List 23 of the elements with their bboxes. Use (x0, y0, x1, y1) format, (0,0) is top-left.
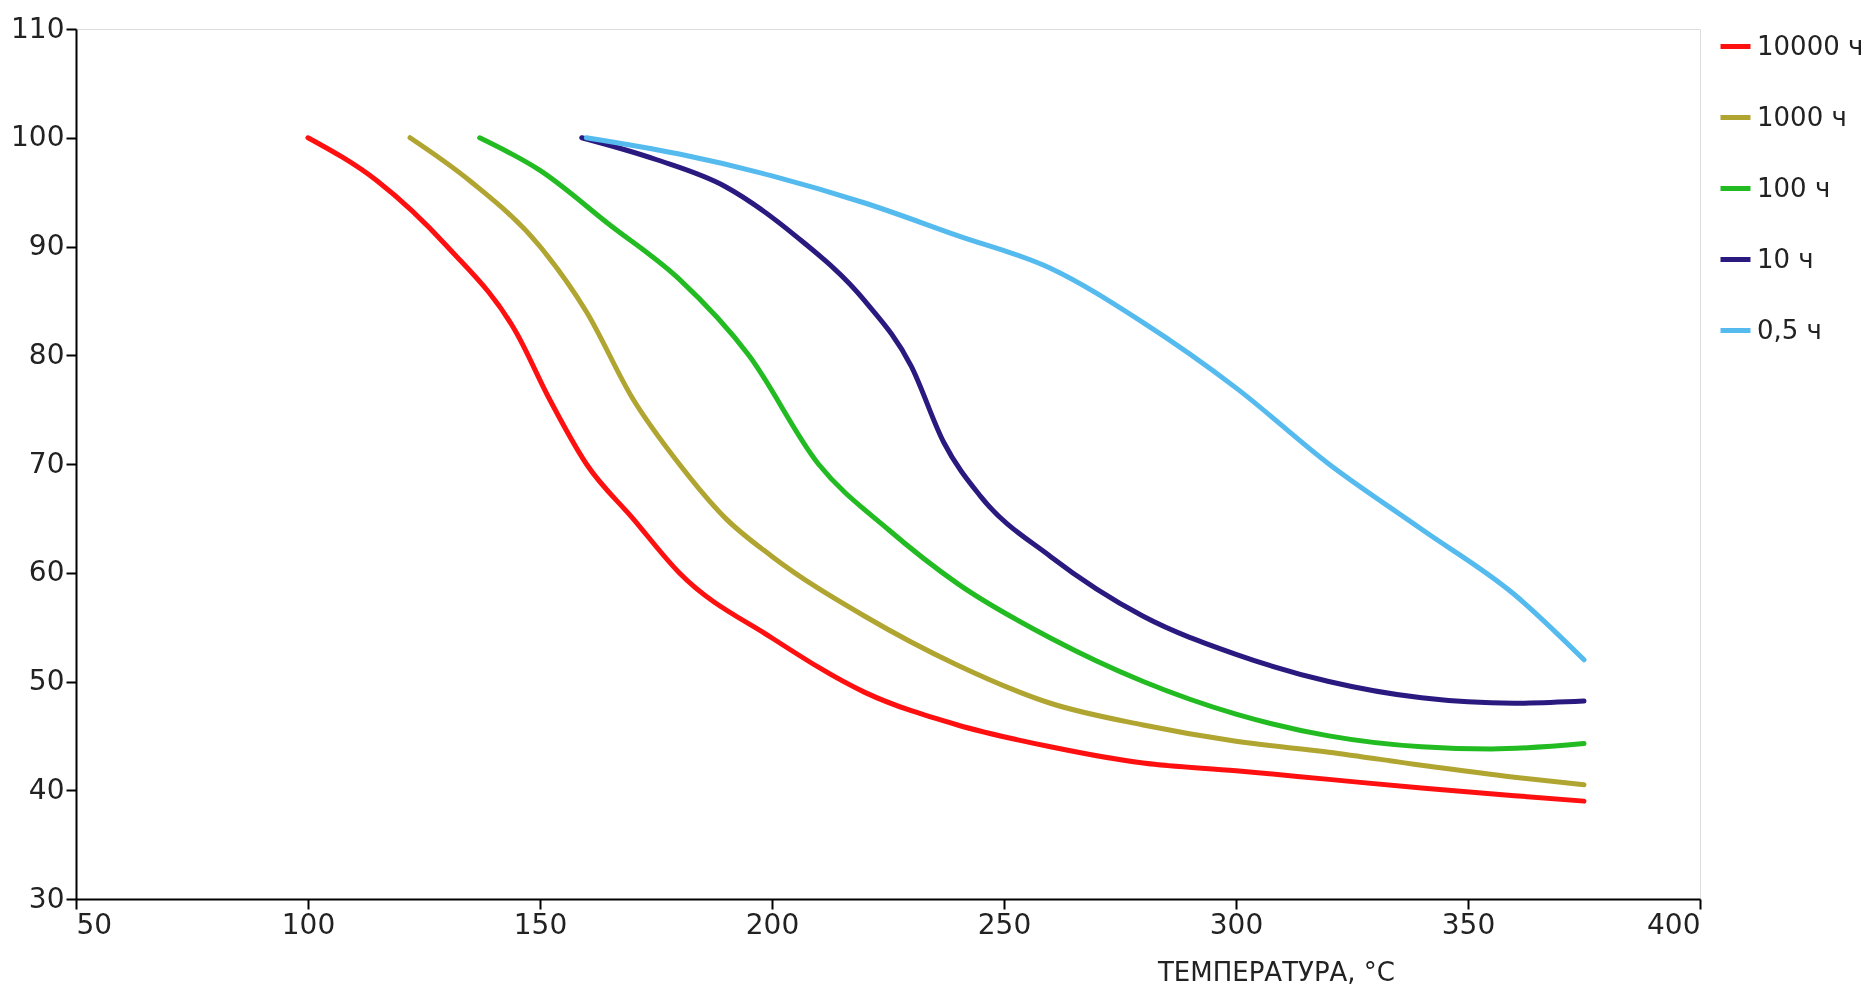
y-tick-label: 30 (28, 881, 65, 915)
x-tick-label: 100 (281, 907, 336, 941)
y-tick-label: 70 (28, 446, 65, 480)
x-tick-label: 400 (1647, 907, 1701, 941)
y-tick-label: 100 (11, 120, 65, 154)
y-tick-label: 80 (28, 337, 65, 371)
x-tick-label: 300 (1209, 907, 1264, 941)
y-tick-label: 50 (28, 664, 65, 697)
x-tick-label: 200 (745, 907, 800, 941)
y-tick-label: 90 (28, 229, 65, 262)
legend-label: 100 ч (1757, 172, 1831, 203)
x-tick-label: 150 (513, 907, 568, 941)
legend-label: 0,5 ч (1757, 314, 1822, 345)
y-tick-label: 110 (11, 11, 65, 45)
legend-label: 10 ч (1757, 243, 1814, 274)
y-tick-label: 60 (28, 555, 65, 589)
x-axis-title: ТЕМПЕРАТУРА, °C (1156, 956, 1396, 987)
x-tick-label: 250 (977, 907, 1032, 941)
x-tick-label: 350 (1441, 907, 1496, 941)
x-tick-label: 50 (76, 907, 113, 941)
legend-label: 1000 ч (1757, 101, 1847, 132)
y-tick-label: 40 (28, 772, 65, 806)
legend-label: 10000 ч (1757, 30, 1864, 61)
